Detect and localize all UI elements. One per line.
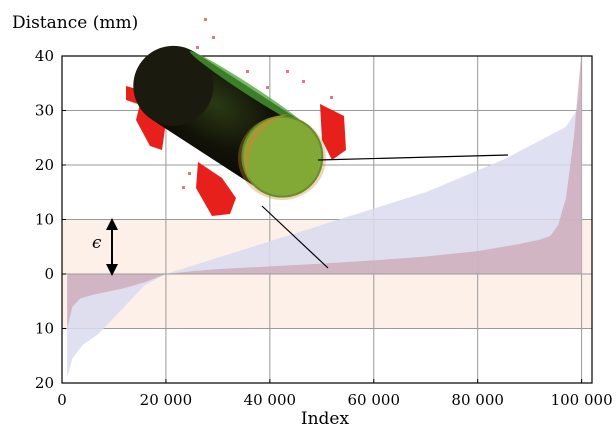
epsilon-arrowhead-up [106, 218, 118, 230]
x-tick-label: 40 000 [244, 391, 297, 409]
series-area-2 [67, 56, 582, 329]
x-tick-label: 80 000 [451, 391, 504, 409]
y-axis-ticks: 40 30 20 10 0 10 20 [35, 47, 66, 392]
y-tick-label: 0 [44, 265, 54, 283]
x-tick-label: 0 [57, 391, 67, 409]
plot-area: 0 20 000 40 000 60 000 80 000 100 000 40 30 20 1… [35, 47, 613, 409]
cylinder-front-face [241, 115, 324, 198]
y-tick-label: 20 [35, 374, 54, 392]
cylinder-top-rim [189, 51, 308, 128]
reconstructed-cylinder-pointcloud [126, 18, 346, 216]
cylinder-back-cap [133, 45, 214, 126]
cylinder-face-tint [238, 116, 326, 200]
epsilon-marker: ϵ [92, 218, 118, 276]
y-axis-title: Distance (mm) [12, 13, 138, 33]
epsilon-label: ϵ [92, 233, 102, 253]
leader-lines [261, 154, 509, 269]
y-tick-label: 10 [35, 320, 54, 338]
x-axis-title: Index [301, 409, 350, 425]
series-areas [67, 56, 582, 378]
leader-line-upper [317, 154, 509, 161]
y-tick-label: 30 [35, 102, 54, 120]
epsilon-arrowhead-down [106, 264, 118, 276]
x-tick-label: 20 000 [140, 391, 193, 409]
y-tick-label: 20 [35, 156, 54, 174]
leader-line-lower [261, 205, 329, 269]
cylinder-face-overlay [244, 114, 290, 182]
x-tick-label: 60 000 [348, 391, 401, 409]
y-tick-label: 10 [35, 211, 54, 229]
x-tick-label: 100 000 [551, 391, 613, 409]
y-tick-label: 40 [35, 47, 54, 65]
x-axis-ticks: 0 20 000 40 000 60 000 80 000 100 000 [57, 379, 613, 409]
series-area-1 [67, 83, 582, 378]
outlier-specks [182, 18, 333, 189]
